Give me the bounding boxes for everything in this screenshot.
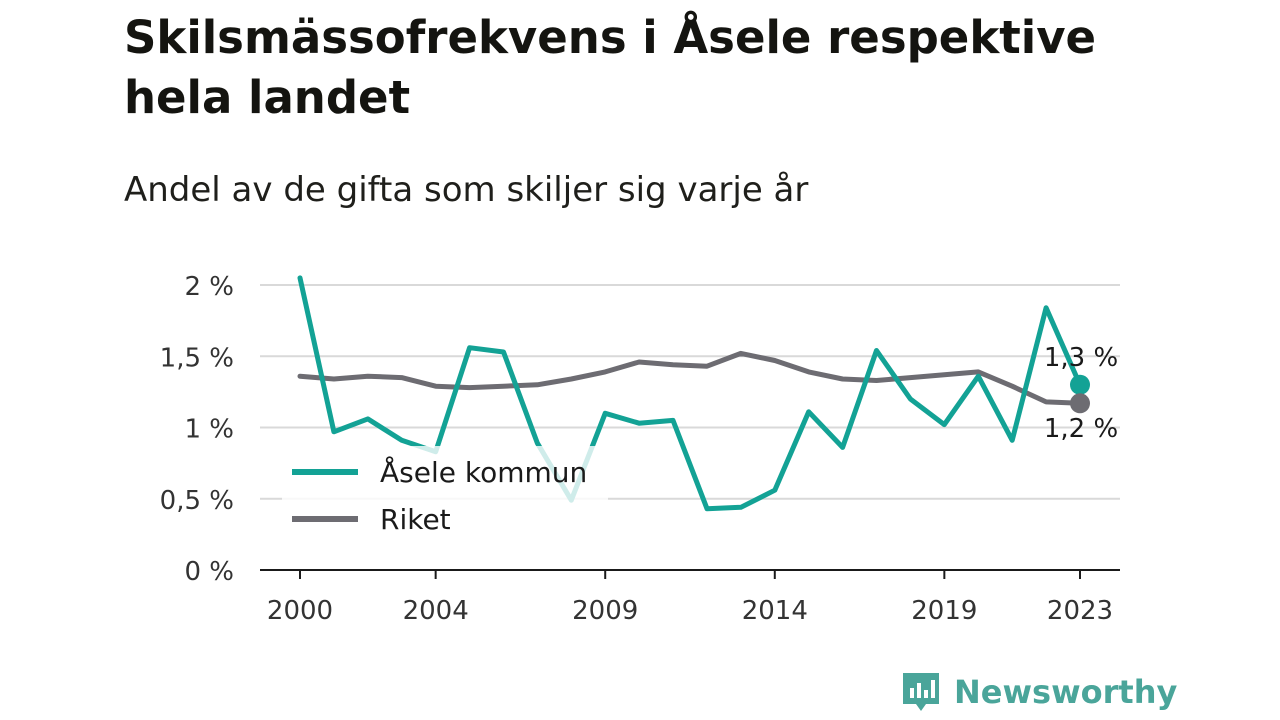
legend-label-riket: Riket <box>380 503 451 536</box>
x-tick-label: 2009 <box>572 596 638 626</box>
x-tick-label: 2000 <box>267 596 333 626</box>
end-label-asele: 1,3 % <box>1044 343 1118 373</box>
legend-label-asele: Åsele kommun <box>380 455 587 489</box>
series-line-riket <box>297 350 1083 406</box>
chart-subtitle: Andel av de gifta som skiljer sig varje … <box>124 170 809 210</box>
y-tick-label: 0,5 % <box>160 486 234 516</box>
y-tick-label: 1 % <box>184 415 234 445</box>
chart-title: Skilsmässofrekvens i Åsele respektive he… <box>124 11 1097 124</box>
x-tick-label: 2004 <box>403 596 469 626</box>
x-tick-label: 2019 <box>911 596 977 626</box>
newsworthy-logo-icon <box>903 673 939 711</box>
end-point-asele <box>1070 374 1090 395</box>
legend-background <box>282 446 608 550</box>
end-label-riket: 1,2 % <box>1044 414 1118 444</box>
x-tick-label: 2014 <box>742 596 808 626</box>
y-tick-label: 2 % <box>184 272 234 302</box>
x-tick-label: 2023 <box>1047 596 1113 626</box>
end-point-riket <box>1070 393 1090 414</box>
newsworthy-logo: Newsworthy <box>900 668 1177 716</box>
y-tick-label: 0 % <box>184 557 234 587</box>
brand-name: Newsworthy <box>954 673 1178 711</box>
y-tick-label: 1,5 % <box>160 343 234 373</box>
